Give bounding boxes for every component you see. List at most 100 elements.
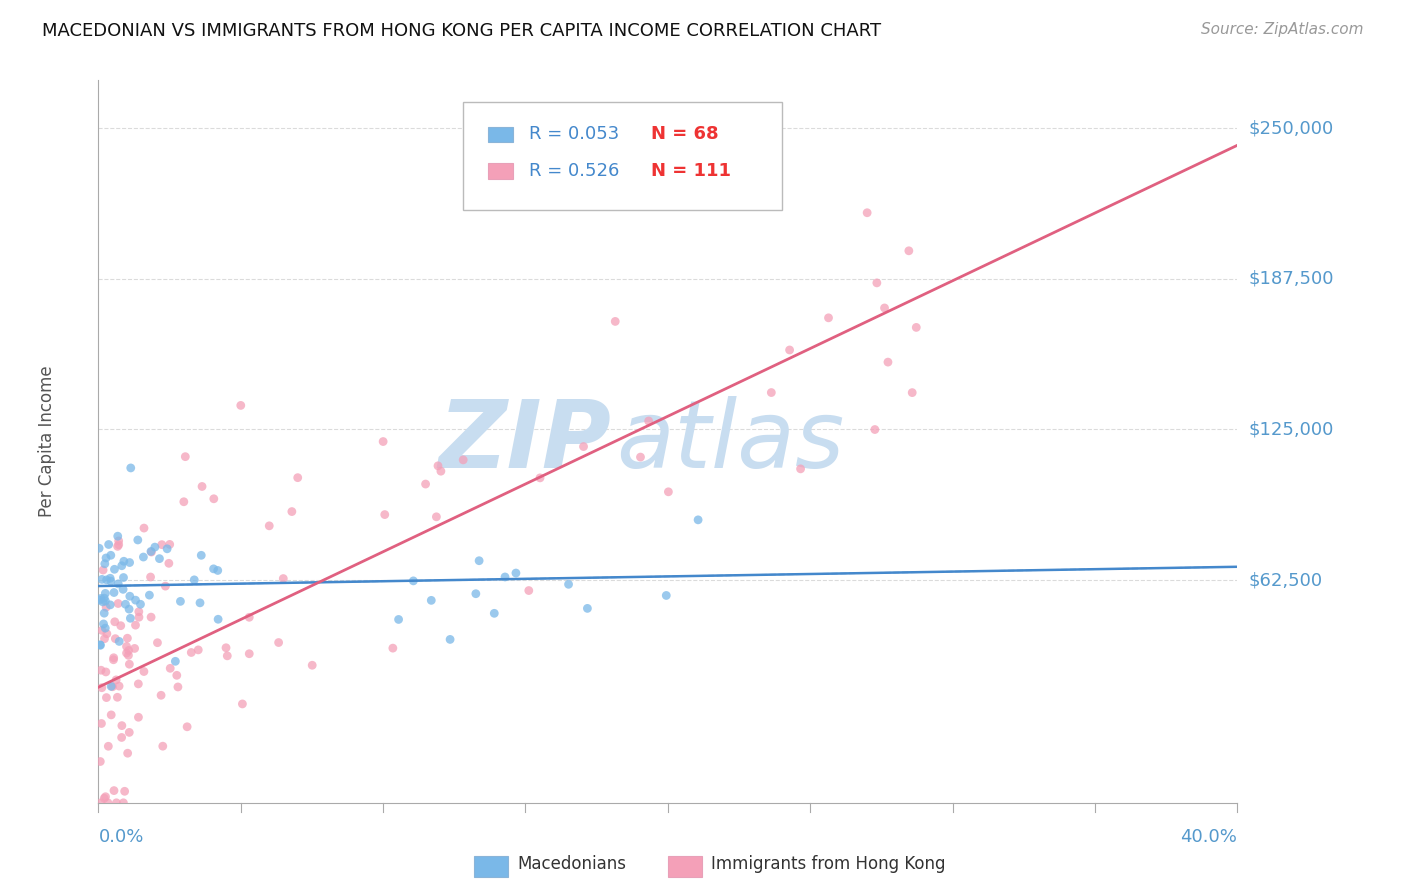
Point — [93, 616, 115, 631]
Point — [430, 464, 453, 478]
Point — [207, 564, 229, 578]
Point — [103, 562, 125, 576]
Point — [107, 538, 129, 552]
Point — [128, 605, 150, 619]
Point — [112, 582, 135, 597]
Point — [271, 572, 294, 586]
Point — [100, 707, 122, 722]
Point — [451, 453, 474, 467]
Point — [96, 573, 118, 587]
Point — [90, 573, 112, 587]
Point — [103, 585, 125, 599]
Point — [517, 583, 540, 598]
Point — [100, 574, 122, 589]
Point — [90, 681, 112, 695]
Point — [202, 491, 225, 506]
Point — [281, 505, 304, 519]
Point — [169, 594, 191, 608]
Point — [90, 716, 112, 731]
Point — [115, 646, 138, 660]
Point — [157, 557, 180, 571]
Point — [94, 600, 117, 615]
Point — [187, 643, 209, 657]
Point — [415, 477, 437, 491]
Point — [789, 462, 811, 476]
Point — [108, 679, 131, 693]
Point — [93, 591, 115, 606]
Point — [117, 648, 139, 663]
Point — [155, 579, 177, 593]
Point — [107, 577, 129, 591]
Point — [139, 570, 162, 584]
Point — [427, 458, 450, 473]
Point — [141, 545, 163, 559]
Point — [688, 513, 710, 527]
Point — [127, 533, 149, 547]
Point — [105, 796, 128, 810]
FancyBboxPatch shape — [488, 127, 513, 143]
Point — [118, 589, 141, 603]
Point — [229, 398, 252, 412]
Point — [114, 597, 136, 611]
Point — [89, 755, 111, 769]
Point — [238, 610, 260, 624]
Point — [529, 471, 551, 485]
Point — [143, 540, 166, 554]
Point — [112, 796, 135, 810]
Point — [112, 570, 135, 584]
Point — [159, 661, 181, 675]
Point — [259, 518, 281, 533]
Point — [152, 739, 174, 754]
Text: N = 111: N = 111 — [651, 161, 731, 179]
Point — [124, 641, 146, 656]
Point — [94, 665, 117, 679]
Text: $125,000: $125,000 — [1249, 420, 1334, 439]
Point — [176, 720, 198, 734]
Point — [866, 276, 889, 290]
Point — [107, 597, 129, 611]
Text: Source: ZipAtlas.com: Source: ZipAtlas.com — [1201, 22, 1364, 37]
Point — [301, 658, 323, 673]
Point — [572, 440, 595, 454]
Point — [374, 508, 396, 522]
Text: $62,500: $62,500 — [1249, 571, 1323, 589]
Point — [605, 314, 627, 328]
Point — [91, 624, 114, 638]
Point — [90, 796, 112, 810]
Point — [402, 574, 425, 588]
Point — [128, 610, 150, 624]
Point — [420, 593, 443, 607]
Point — [97, 537, 120, 551]
Point — [190, 549, 212, 563]
Point — [89, 638, 111, 652]
Point — [863, 423, 886, 437]
Text: Macedonians: Macedonians — [517, 855, 627, 873]
Point — [267, 635, 290, 649]
Point — [576, 601, 599, 615]
FancyBboxPatch shape — [668, 855, 702, 877]
Point — [94, 594, 117, 608]
Point — [132, 665, 155, 679]
Point — [118, 657, 141, 672]
Point — [98, 598, 121, 612]
Point — [118, 556, 141, 570]
Point — [112, 554, 135, 568]
Point — [188, 596, 211, 610]
Point — [100, 679, 122, 693]
Point — [630, 450, 652, 464]
Text: R = 0.053: R = 0.053 — [529, 126, 619, 144]
Point — [637, 414, 659, 428]
Point — [97, 796, 120, 810]
Point — [96, 690, 118, 705]
Point — [150, 688, 173, 702]
Point — [120, 461, 142, 475]
Point — [655, 589, 678, 603]
Point — [817, 310, 839, 325]
Point — [100, 549, 122, 563]
Text: Immigrants from Hong Kong: Immigrants from Hong Kong — [711, 855, 946, 873]
Point — [104, 632, 127, 646]
Point — [97, 739, 120, 754]
Point — [124, 593, 146, 607]
Point — [231, 697, 253, 711]
Point — [381, 641, 404, 656]
